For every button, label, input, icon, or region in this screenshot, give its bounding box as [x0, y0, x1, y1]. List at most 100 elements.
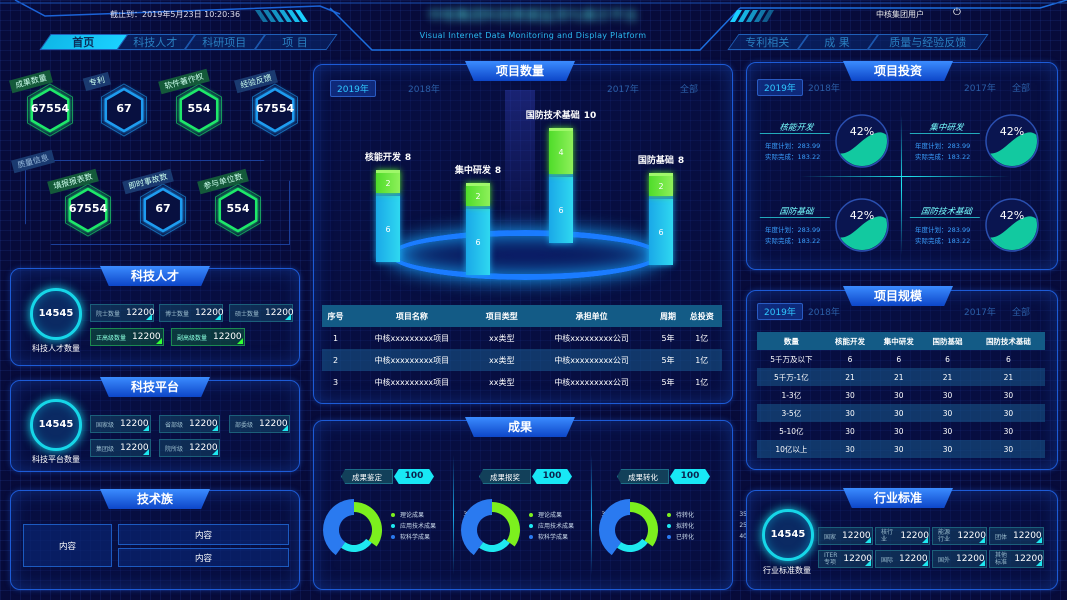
year-tab-all[interactable]: 全部	[1012, 308, 1031, 318]
stat-card-label: 省部级	[165, 421, 184, 429]
stat-card[interactable]: 博士数量 12200	[159, 304, 224, 322]
stat-card[interactable]: 院所级 12200	[159, 439, 220, 457]
stat-card[interactable]: 能源行业 12200	[932, 527, 987, 545]
tech-family-cell[interactable]: 内容	[118, 548, 289, 567]
donut-slice[interactable]	[617, 538, 648, 552]
table-cell: 30	[894, 426, 904, 436]
nav-tab-patents[interactable]: 专利相关	[727, 34, 809, 50]
legend-label: 应用技术成果	[400, 523, 437, 530]
year-tab-2019[interactable]: 2019年	[757, 79, 803, 96]
bar-segment-green[interactable]: 2	[466, 183, 490, 206]
nav-tab-achievements[interactable]: 成 果	[797, 34, 879, 50]
column-header: 项目名称	[348, 305, 475, 327]
tech-family-cell[interactable]: 内容	[23, 524, 112, 567]
table-row[interactable]: 5-10亿 30 30 30 30	[757, 422, 1045, 440]
year-tab-2018[interactable]: 2018年	[408, 85, 440, 95]
bar-segment-blue[interactable]: 6	[549, 174, 573, 243]
stat-card[interactable]: 部委级 12200	[229, 415, 290, 433]
standards-title: 行业标准	[843, 488, 953, 508]
stat-card-label: 团体	[995, 533, 1008, 541]
bar-segment-green[interactable]: 2	[376, 170, 400, 193]
bar-segment-value: 6	[385, 224, 391, 234]
table-cell: 1	[332, 333, 339, 343]
table-row[interactable]: 3 中核xxxxxxxxx项目 xx类型 中核xxxxxxxxx公司 5年 1亿	[322, 371, 722, 393]
donut-chart	[461, 499, 520, 556]
year-tab-all[interactable]: 全部	[1012, 84, 1031, 94]
stat-card-value: 12200	[1014, 554, 1043, 564]
stat-card[interactable]: 其他标准 12200	[989, 550, 1044, 568]
table-row[interactable]: 5千万及以下 6 6 6 6	[757, 350, 1045, 368]
stat-card-value: 12200	[120, 443, 149, 453]
bar-segment-value: 6	[475, 237, 481, 247]
stat-card[interactable]: 国家级 12200	[90, 415, 151, 433]
stat-card[interactable]: 正高级数量 12200	[90, 328, 164, 346]
table-row[interactable]: 2 中核xxxxxxxxx项目 xx类型 中核xxxxxxxxx公司 5年 1亿	[322, 349, 722, 371]
donut-slice[interactable]	[492, 502, 520, 547]
bar-segment-blue[interactable]: 6	[466, 206, 490, 275]
donut-slice[interactable]	[323, 499, 354, 556]
bar-segment-blue[interactable]: 6	[649, 196, 673, 265]
nav-tab-projects[interactable]: 项 目	[254, 34, 338, 50]
investment-done: 实际完成：183.22	[765, 151, 820, 161]
donut-slice[interactable]	[354, 502, 382, 547]
app-subtitle: Visual Internet Data Monitoring and Disp…	[419, 31, 647, 40]
bar-segment-blue[interactable]: 6	[376, 193, 400, 262]
table-cell: 10亿以上	[757, 440, 826, 458]
table-cell: 30	[894, 390, 904, 400]
table-cell: xx类型	[474, 349, 529, 371]
stat-card-label: 集团级	[96, 445, 115, 453]
quality-info-frame	[25, 160, 290, 245]
nav-tab-research[interactable]: 科研项目	[184, 34, 266, 50]
bar-segment-green[interactable]: 2	[649, 173, 673, 196]
year-tab-2017[interactable]: 2017年	[964, 84, 996, 94]
stat-card[interactable]: 核行业 12200	[875, 527, 930, 545]
stat-card[interactable]: 国外 12200	[932, 550, 987, 568]
table-row[interactable]: 10亿以上 30 30 30 30	[757, 440, 1045, 458]
year-tab-2019[interactable]: 2019年	[330, 80, 376, 97]
bar-category: 国防基础	[637, 156, 674, 166]
nav-tab-quality[interactable]: 质量与经验反馈	[867, 34, 989, 50]
table-cell: 21	[874, 368, 924, 386]
nav-tab-label: 质量与经验反馈	[888, 36, 966, 49]
stat-card[interactable]: ITER专项 12200	[818, 550, 873, 568]
tech-family-cell[interactable]: 内容	[118, 524, 289, 545]
stat-value: 554	[187, 102, 211, 115]
nav-tab-home[interactable]: 首页	[39, 34, 129, 50]
donut-slice[interactable]	[461, 499, 492, 556]
year-tab-2018[interactable]: 2018年	[808, 308, 840, 318]
year-tab-all[interactable]: 全部	[680, 85, 699, 95]
table-row[interactable]: 1-3亿 30 30 30 30	[757, 386, 1045, 404]
investment-done: 实际完成：183.22	[915, 235, 970, 245]
power-icon[interactable]: ⏻	[953, 7, 961, 18]
table-row[interactable]: 5千万-1亿 21 21 21 21	[757, 368, 1045, 386]
stat-card[interactable]: 副高级数量 12200	[171, 328, 245, 346]
nav-tab-talent[interactable]: 科技人才	[116, 34, 196, 50]
user-name[interactable]: 中核集团用户	[876, 10, 924, 19]
donut-slice[interactable]	[599, 499, 630, 556]
stat-card[interactable]: 硕士数量 12200	[229, 304, 294, 322]
legend-label: 理论成果	[400, 512, 425, 519]
year-tab-2017[interactable]: 2017年	[964, 308, 996, 318]
stat-card-value: 12200	[843, 554, 873, 564]
table-row[interactable]: 3-5亿 30 30 30 30	[757, 404, 1045, 422]
year-tab-2017[interactable]: 2017年	[607, 85, 639, 95]
stat-card[interactable]: 集团级 12200	[90, 439, 151, 457]
donut-slice[interactable]	[479, 538, 510, 552]
stat-card[interactable]: 团体 12200	[989, 527, 1044, 545]
bar-label: 集中研发 8	[433, 163, 523, 176]
table-cell: 1亿	[681, 349, 722, 371]
stat-card[interactable]: 国际 12200	[875, 550, 930, 568]
table-cell: xx类型	[489, 377, 515, 387]
stat-card[interactable]: 国家 12200	[818, 527, 873, 545]
year-tab-2018[interactable]: 2018年	[808, 84, 840, 94]
stat-card[interactable]: 院士数量 12200	[90, 304, 155, 322]
table-row[interactable]: 1 中核xxxxxxxxx项目 xx类型 中核xxxxxxxxx公司 5年 1亿	[322, 327, 722, 349]
stat-card[interactable]: 省部级 12200	[159, 415, 220, 433]
achievements-title: 成果	[465, 417, 575, 437]
year-tab-2019[interactable]: 2019年	[757, 303, 803, 320]
donut-slice[interactable]	[630, 502, 658, 547]
hexagon-icon	[65, 183, 111, 237]
donut-slice[interactable]	[341, 538, 372, 552]
table-cell: 30	[1003, 390, 1014, 400]
bar-segment-green[interactable]: 4	[549, 128, 573, 174]
